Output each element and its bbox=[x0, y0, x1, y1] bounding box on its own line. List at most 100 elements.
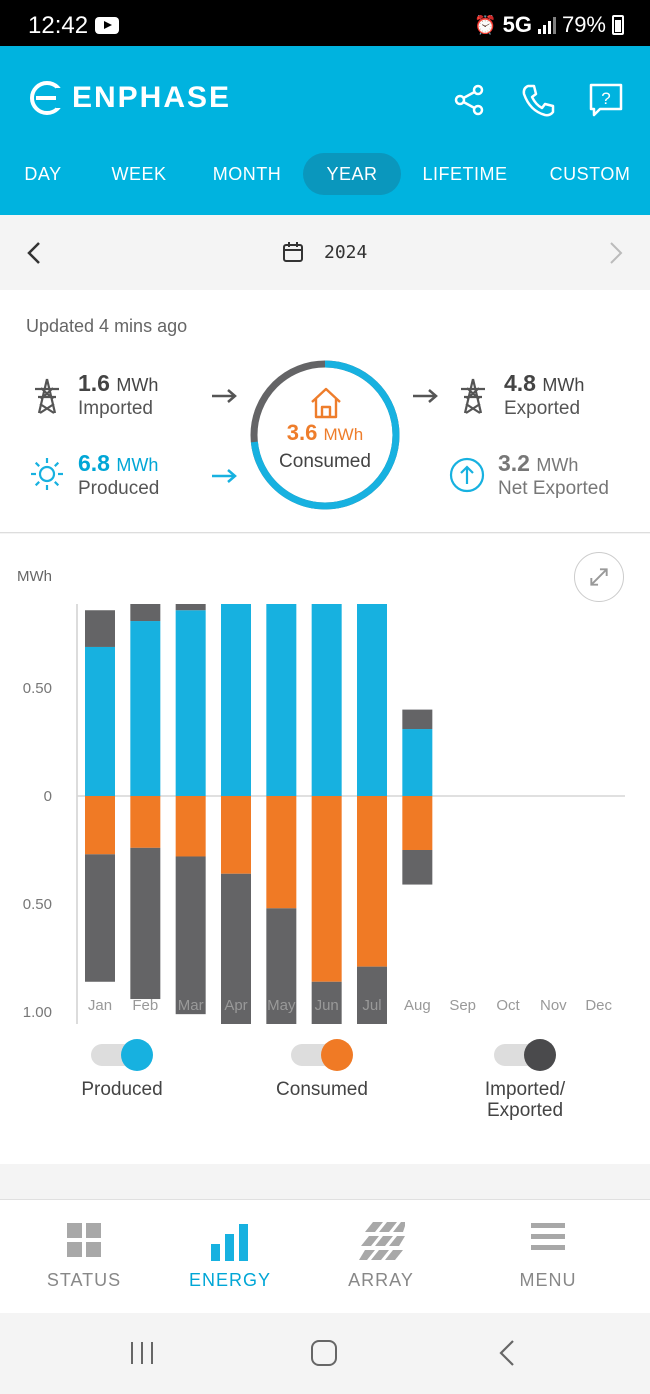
net-exported-stat: 3.2 MWh Net Exported bbox=[498, 450, 609, 500]
consumed-label: Consumed bbox=[279, 451, 371, 472]
tab-month[interactable]: MONTH bbox=[212, 164, 282, 184]
exported-value: 4.8 bbox=[504, 370, 536, 396]
bar-imported bbox=[402, 850, 433, 885]
nav-menu[interactable]: MENU bbox=[490, 1200, 606, 1313]
expand-chart-button[interactable] bbox=[574, 552, 624, 602]
legend-consumed-label: Consumed bbox=[276, 1079, 368, 1100]
x-tick-label: Jan bbox=[88, 997, 112, 1014]
consumed-stat: 3.6 MWh Consumed bbox=[250, 360, 400, 510]
phone-icon[interactable] bbox=[520, 82, 556, 118]
consumed-toggle[interactable] bbox=[291, 1039, 353, 1071]
x-tick-label: Oct bbox=[496, 997, 520, 1014]
legend-consumed[interactable]: Consumed bbox=[262, 1039, 382, 1100]
produced-toggle[interactable] bbox=[91, 1039, 153, 1071]
bar-produced bbox=[266, 604, 297, 796]
bar-imported bbox=[175, 856, 206, 1015]
y-axis-unit: MWh bbox=[17, 568, 52, 585]
produced-stat: 6.8 MWh Produced bbox=[78, 450, 159, 500]
date-navigation: 2024 bbox=[0, 215, 650, 290]
share-icon[interactable] bbox=[451, 82, 487, 118]
network-type: 5G bbox=[502, 12, 532, 37]
nav-menu-label: MENU bbox=[519, 1270, 577, 1290]
imported-value: 1.6 bbox=[78, 370, 110, 396]
imported-exported-toggle[interactable] bbox=[494, 1039, 556, 1071]
bar-consumed bbox=[311, 796, 342, 982]
legend-produced-label: Produced bbox=[81, 1079, 163, 1100]
date-label[interactable]: 2024 bbox=[324, 242, 368, 263]
status-time: 12:42 bbox=[28, 12, 89, 39]
youtube-notification-icon bbox=[95, 17, 119, 34]
sun-icon bbox=[31, 458, 63, 490]
battery-icon bbox=[612, 15, 624, 35]
previous-year-button[interactable] bbox=[22, 239, 50, 267]
legend-produced[interactable]: Produced bbox=[62, 1039, 182, 1100]
net-exported-label: Net Exported bbox=[498, 478, 609, 499]
y-tick-label: 0 bbox=[44, 788, 52, 805]
produced-unit: MWh bbox=[116, 455, 159, 475]
consumption-donut bbox=[250, 360, 400, 510]
y-tick-label: 0.50 bbox=[23, 896, 52, 913]
bar-produced bbox=[130, 621, 161, 796]
status-indicators: ⏰ 5G 79% bbox=[474, 12, 624, 38]
imported-stat: 1.6 MWh Imported bbox=[78, 370, 158, 420]
x-tick-label: Jul bbox=[362, 997, 381, 1014]
updated-text: Updated 4 mins ago bbox=[26, 316, 188, 336]
exported-unit: MWh bbox=[542, 375, 585, 395]
imported-unit: MWh bbox=[116, 375, 159, 395]
x-tick-label: Feb bbox=[132, 997, 158, 1014]
bar-produced bbox=[311, 604, 342, 796]
tab-day[interactable]: DAY bbox=[24, 164, 62, 184]
energy-summary: Updated 4 mins ago 1.6 MWh Imported 6.8 … bbox=[0, 290, 650, 533]
x-tick-label: Aug bbox=[404, 997, 431, 1014]
bar-imported bbox=[85, 854, 115, 982]
x-tick-label: Sep bbox=[449, 997, 476, 1014]
bar-produced bbox=[402, 729, 433, 796]
x-tick-label: Mar bbox=[178, 997, 204, 1014]
tab-lifetime[interactable]: LIFETIME bbox=[422, 164, 508, 184]
next-year-button[interactable] bbox=[600, 239, 628, 267]
battery-percent: 79% bbox=[561, 12, 606, 37]
alarm-icon: ⏰ bbox=[474, 14, 497, 35]
grid-tower-icon bbox=[35, 378, 59, 414]
nav-array[interactable]: ARRAY bbox=[323, 1200, 439, 1313]
bar-consumed bbox=[175, 796, 206, 857]
system-navigation bbox=[0, 1313, 650, 1394]
produced-label: Produced bbox=[78, 478, 160, 499]
consumed-unit: MWh bbox=[323, 425, 364, 444]
home-button[interactable] bbox=[309, 1338, 339, 1368]
bar-imported bbox=[221, 873, 251, 1024]
exported-label: Exported bbox=[504, 398, 581, 419]
bottom-navigation: STATUS ENERGY ARRAY MENU bbox=[0, 1200, 650, 1313]
bar-exported bbox=[130, 604, 161, 622]
nav-energy[interactable]: ENERGY bbox=[172, 1200, 288, 1313]
period-tabs: DAY WEEK MONTH YEAR LIFETIME CUSTOM bbox=[0, 153, 650, 195]
arrow-up-circle-icon bbox=[449, 457, 485, 493]
x-tick-label: Jun bbox=[315, 997, 339, 1014]
calendar-icon[interactable] bbox=[282, 241, 304, 263]
arrow-right-icon bbox=[212, 389, 237, 403]
bar-exported bbox=[175, 604, 206, 611]
legend-imported-exported[interactable]: Imported/ Exported bbox=[455, 1039, 595, 1121]
consumed-value: 3.6 bbox=[286, 420, 318, 445]
grid-tower-icon bbox=[461, 378, 485, 414]
energy-bar-chart: 1.501.000.5000.501.001.50JanFebMarAprMay… bbox=[23, 604, 625, 1024]
help-icon[interactable]: ? bbox=[588, 82, 624, 118]
bar-produced bbox=[221, 604, 251, 796]
status-grid-icon bbox=[67, 1223, 101, 1257]
produced-value: 6.8 bbox=[78, 450, 110, 476]
section-gap bbox=[0, 1164, 650, 1200]
exported-stat: 4.8 MWh Exported bbox=[504, 370, 584, 420]
tab-custom[interactable]: CUSTOM bbox=[549, 164, 631, 184]
bar-imported bbox=[266, 908, 297, 1024]
bar-consumed bbox=[357, 796, 387, 967]
energy-bars-icon bbox=[211, 1224, 248, 1261]
menu-icon bbox=[531, 1223, 565, 1250]
recent-apps-button[interactable] bbox=[128, 1339, 156, 1367]
enphase-logo: ENPHASE bbox=[30, 81, 231, 115]
nav-status[interactable]: STATUS bbox=[26, 1200, 142, 1313]
app-header: ENPHASE ? DAY WEEK MONTH YEAR LIFETIME C… bbox=[0, 46, 650, 215]
y-tick-label: 0.50 bbox=[23, 680, 52, 697]
tab-year[interactable]: YEAR bbox=[303, 153, 401, 195]
back-button[interactable] bbox=[494, 1338, 522, 1368]
tab-week[interactable]: WEEK bbox=[111, 164, 167, 184]
